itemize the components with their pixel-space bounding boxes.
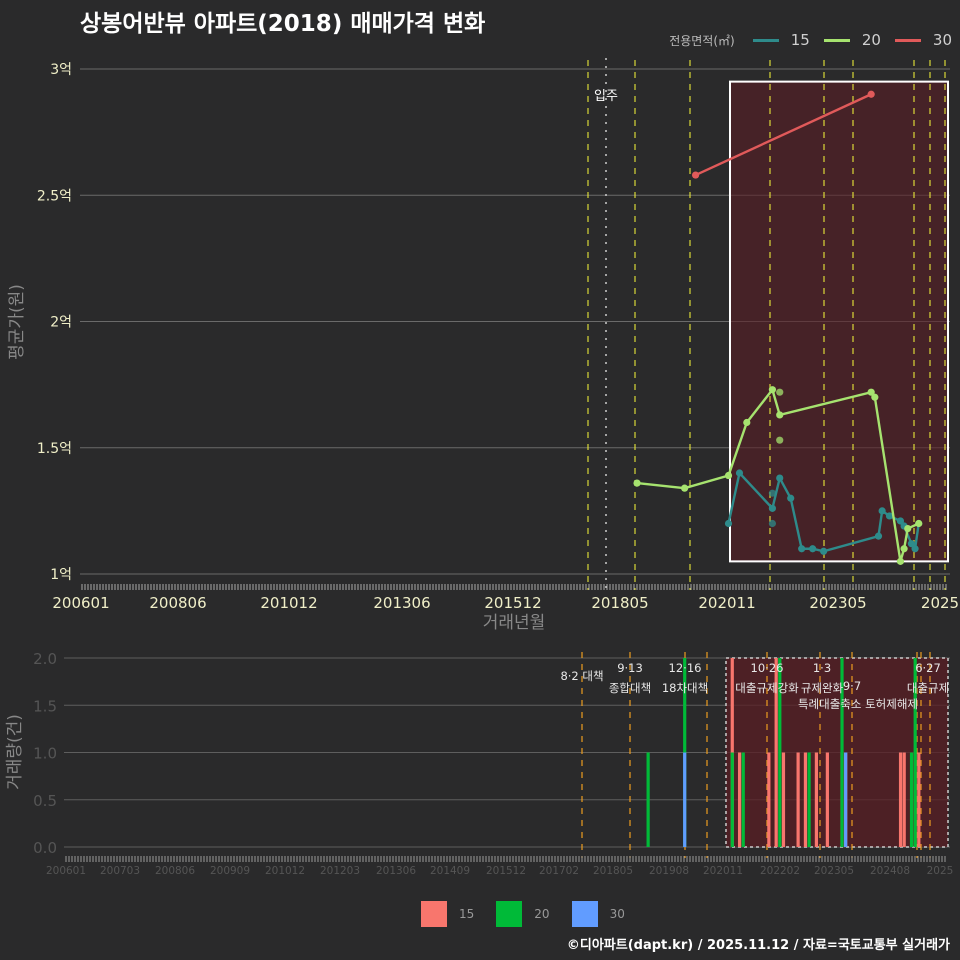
svg-text:202305: 202305 bbox=[809, 594, 866, 612]
legend-swatch-20 bbox=[823, 38, 850, 42]
svg-text:200601: 200601 bbox=[46, 865, 86, 877]
svg-text:8·2 대책: 8·2 대책 bbox=[560, 669, 603, 683]
svg-text:201012: 201012 bbox=[260, 594, 317, 612]
svg-text:종합대책: 종합대책 bbox=[609, 681, 651, 695]
chart-title: 상봉어반뷰 아파트(2018) 매매가격 변화 bbox=[80, 11, 486, 37]
legend-swatch-30 bbox=[894, 38, 921, 42]
svg-text:2억: 2억 bbox=[50, 315, 72, 331]
svg-text:3억: 3억 bbox=[50, 62, 72, 78]
legend-item-15: 15 bbox=[421, 901, 486, 927]
svg-text:2025: 2025 bbox=[921, 594, 959, 612]
svg-text:2.5억: 2.5억 bbox=[37, 188, 72, 204]
svg-text:202305: 202305 bbox=[814, 865, 854, 877]
svg-text:1·3: 1·3 bbox=[813, 661, 831, 675]
area-legend: 전용면적(㎡) 15 20 30 bbox=[669, 31, 952, 49]
legend-box-15 bbox=[421, 901, 447, 927]
svg-text:입주: 입주 bbox=[594, 89, 618, 104]
svg-text:대출규제: 대출규제 bbox=[907, 681, 949, 695]
svg-text:거래량(건): 거래량(건) bbox=[5, 714, 25, 790]
svg-text:200806: 200806 bbox=[149, 594, 206, 612]
svg-text:10·26: 10·26 bbox=[751, 661, 784, 675]
svg-text:1억: 1억 bbox=[50, 567, 72, 583]
svg-text:201908: 201908 bbox=[649, 865, 689, 877]
svg-text:12·16: 12·16 bbox=[669, 661, 702, 675]
source-credit: ©디아파트(dapt.kr) / 2025.11.12 / 자료=국토교통부 실… bbox=[566, 938, 950, 953]
svg-text:200703: 200703 bbox=[100, 865, 140, 877]
legend-item-20: 20 bbox=[496, 901, 561, 927]
svg-text:201306: 201306 bbox=[376, 865, 416, 877]
legend-item-30: 30 bbox=[571, 901, 637, 927]
svg-text:202011: 202011 bbox=[703, 865, 743, 877]
svg-text:201805: 201805 bbox=[593, 865, 633, 877]
svg-text:200806: 200806 bbox=[155, 865, 195, 877]
svg-text:200601: 200601 bbox=[52, 594, 109, 612]
svg-text:평균가(원): 평균가(원) bbox=[7, 284, 27, 360]
svg-text:2.0: 2.0 bbox=[33, 650, 57, 668]
svg-text:2025: 2025 bbox=[927, 865, 954, 877]
svg-text:201512: 201512 bbox=[486, 865, 526, 877]
svg-text:1.0: 1.0 bbox=[33, 745, 57, 763]
svg-text:201409: 201409 bbox=[430, 865, 470, 877]
svg-text:201203: 201203 bbox=[320, 865, 360, 877]
legend-title: 전용면적(㎡) bbox=[669, 33, 735, 48]
svg-text:특례대출축소 토허제해제: 특례대출축소 토허제해제 bbox=[798, 697, 918, 711]
svg-text:201512: 201512 bbox=[484, 594, 541, 612]
svg-text:0.5: 0.5 bbox=[33, 792, 57, 810]
svg-text:201702: 201702 bbox=[539, 865, 579, 877]
legend-label-20: 20 bbox=[861, 31, 881, 49]
svg-text:0.0: 0.0 bbox=[33, 839, 57, 857]
svg-text:201306: 201306 bbox=[373, 594, 430, 612]
svg-text:1.5억: 1.5억 bbox=[37, 441, 72, 457]
svg-text:1.5: 1.5 bbox=[33, 697, 57, 715]
svg-text:201805: 201805 bbox=[591, 594, 648, 612]
svg-text:6·27: 6·27 bbox=[915, 661, 941, 675]
legend-swatch-15 bbox=[752, 38, 779, 42]
svg-text:200909: 200909 bbox=[210, 865, 250, 877]
legend-label-30: 30 bbox=[932, 31, 952, 49]
svg-text:9·13: 9·13 bbox=[617, 661, 643, 675]
svg-text:대출규제강화: 대출규제강화 bbox=[735, 681, 799, 695]
svg-text:202202: 202202 bbox=[760, 865, 800, 877]
legend-box-30 bbox=[571, 901, 598, 927]
svg-text:9·7: 9·7 bbox=[843, 679, 861, 693]
legend-label-15: 15 bbox=[790, 31, 810, 49]
svg-text:202408: 202408 bbox=[870, 865, 910, 877]
svg-text:18차대책: 18차대책 bbox=[662, 681, 708, 695]
volume-legend: 15 20 30 bbox=[421, 901, 647, 927]
svg-text:규제완화: 규제완화 bbox=[801, 681, 844, 695]
svg-text:거래년월: 거래년월 bbox=[483, 613, 546, 633]
svg-text:201012: 201012 bbox=[265, 865, 305, 877]
svg-text:202011: 202011 bbox=[698, 594, 755, 612]
legend-box-20 bbox=[496, 901, 523, 927]
